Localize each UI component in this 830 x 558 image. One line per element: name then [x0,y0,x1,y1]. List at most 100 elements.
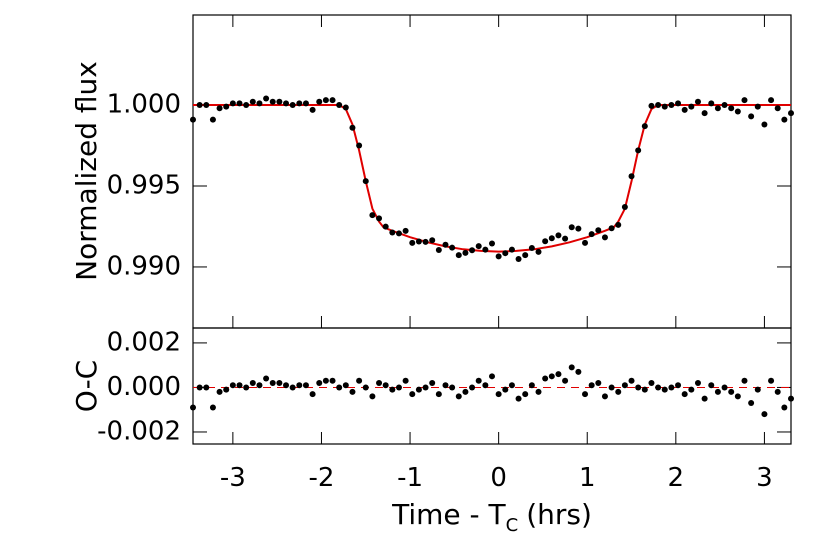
data-point [269,98,276,105]
data-point [548,235,555,242]
data-point [694,379,701,386]
data-point [754,103,761,110]
data-point [276,98,283,105]
data-point [562,235,569,242]
data-point [522,391,529,398]
data-point [309,106,316,113]
data-point [542,238,549,245]
data-point [681,391,688,398]
data-point [389,229,396,236]
data-point [422,238,429,245]
data-point [489,240,495,247]
data-point [694,98,701,105]
data-point [508,382,515,389]
data-point [575,368,582,375]
data-point [449,244,456,251]
data-point [322,97,329,104]
data-point [229,382,236,389]
data-point [263,95,270,102]
data-point [196,384,203,391]
y-tick-label: 1.000 [107,90,181,120]
data-point [402,377,409,384]
data-point [382,223,389,230]
x-tick-label: 2 [668,463,685,493]
data-point [575,225,582,232]
x-label-main: Time - T [391,498,506,531]
x-tick-label: 1 [579,463,596,493]
data-point [475,243,482,250]
data-point [256,382,263,389]
data-point [296,100,303,107]
data-point [395,384,402,391]
data-point [209,116,216,123]
data-point [681,106,688,113]
data-point [409,391,416,398]
data-point [601,234,608,241]
data-point [362,384,369,391]
data-point [734,108,741,115]
data-point [382,382,389,389]
data-point [249,98,256,105]
data-point [615,388,622,395]
y-axis-label: O-C [70,360,103,412]
data-point [648,102,655,109]
data-point [209,404,216,411]
data-point [515,256,522,263]
data-point [648,379,655,386]
data-point [761,411,768,418]
data-point [469,247,476,254]
data-point [415,238,422,245]
x-tick-label: -3 [220,463,246,493]
data-point [422,384,429,391]
data-point [515,395,522,402]
data-point [508,246,515,253]
data-point [269,379,276,386]
data-point [316,379,323,386]
data-point [621,204,628,211]
data-point [435,246,442,253]
data-point [668,102,675,109]
data-point [402,227,409,234]
data-point [754,386,761,393]
data-point [190,116,196,123]
data-point [621,382,628,389]
data-point [495,253,502,260]
data-point [342,382,349,389]
data-point [342,104,349,111]
data-point [522,252,529,259]
data-point [628,377,635,384]
data-point [781,404,788,411]
data-point [655,102,662,109]
data-point [462,388,469,395]
data-point [283,100,290,107]
data-point [568,224,575,231]
data-point [489,373,495,380]
data-point [376,379,383,386]
data-point [714,388,721,395]
x-label-subscript: C [506,515,519,536]
data-point [469,384,476,391]
data-point [628,173,635,180]
bottom-frame [192,327,792,445]
data-point [608,384,615,391]
data-point [349,388,356,395]
data-point [528,245,535,252]
data-point [542,375,549,382]
data-point [309,391,316,398]
model-line [193,104,791,253]
data-point [216,388,223,395]
x-tick-label: 3 [756,463,773,493]
data-point [302,382,309,389]
data-point [495,391,502,398]
data-point [196,102,203,109]
data-point [409,239,416,246]
data-point [449,384,456,391]
data-point [223,103,230,110]
y-tick-label: 0.000 [107,372,181,402]
data-point [641,123,648,130]
data-point [442,382,449,389]
data-point [688,103,695,110]
x-label-suffix: (hrs) [526,498,592,531]
data-point [615,221,622,228]
